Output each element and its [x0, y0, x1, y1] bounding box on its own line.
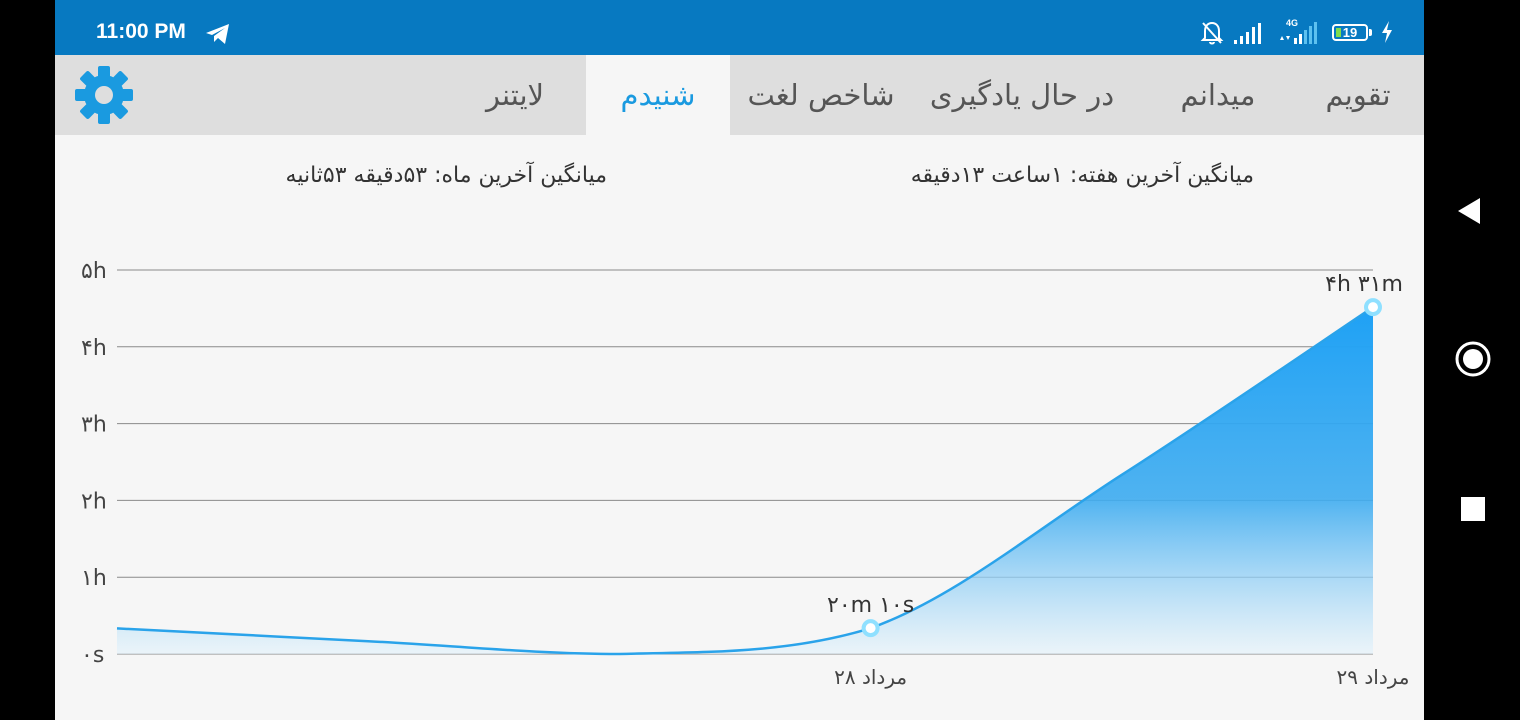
tab-heard[interactable]: شنیدم: [586, 55, 730, 135]
y-tick-label: ۳h: [81, 413, 107, 438]
x-tick-label: ۲۹ مرداد: [1337, 665, 1410, 689]
status-bar: 11:00 PM 4G: [55, 0, 1424, 55]
tab-i-know[interactable]: میدانم: [1153, 55, 1283, 135]
x-tick-label: ۲۸ مرداد: [834, 665, 907, 689]
listening-time-chart: ۰s ۱h ۲h ۳h ۴h ۵h ۲۸ مرداد ۲۹ مرداد ۲۰m ۱۰s ۴h ۳۱…: [81, 259, 1409, 689]
battery-level: 19: [1342, 25, 1358, 40]
data-point: [1364, 298, 1382, 317]
tab-label: شاخص لغت: [747, 78, 895, 112]
tab-label: شنیدم: [620, 78, 696, 112]
status-time: 11:00 PM: [96, 20, 186, 43]
tab-word-index[interactable]: شاخص لغت: [733, 55, 909, 135]
series-area: [117, 307, 1373, 654]
battery-icon: 19: [1332, 24, 1372, 41]
week-average-text: میانگین آخرین هفته: ۱ساعت ۱۳دقیقه: [910, 163, 1254, 188]
y-tick-label: ۱h: [81, 566, 107, 591]
y-tick-label: ۵h: [81, 259, 107, 284]
month-average-text: میانگین آخرین ماه: ۵۳دقیقه ۵۳ثانیه: [285, 163, 607, 188]
battery-level-fill: [1336, 28, 1341, 37]
data-point: [861, 619, 880, 638]
y-tick-label: ۰s: [81, 643, 104, 668]
tab-label: در حال یادگیری: [929, 78, 1115, 112]
signal-4g-icon: [1280, 22, 1317, 44]
signal-icon: [1234, 23, 1261, 44]
chart-label-layer: ۰s ۱h ۲h ۳h ۴h ۵h ۲۸ مرداد ۲۹ مرداد ۲۰m ۱۰s ۴h ۳۱…: [81, 259, 1409, 689]
y-tick-label: ۲h: [81, 489, 107, 514]
bell-off-icon: [1200, 21, 1224, 45]
tab-leitner[interactable]: لایتنر: [455, 55, 575, 135]
back-triangle-icon[interactable]: [1456, 196, 1482, 226]
tab-calendar[interactable]: تقویم: [1303, 55, 1413, 135]
chart-area-layer: [116, 306, 1374, 656]
home-circle-icon[interactable]: [1454, 340, 1492, 378]
recents-square-icon[interactable]: [1460, 496, 1486, 522]
tab-label: تقویم: [1325, 78, 1391, 112]
tab-label: میدانم: [1180, 78, 1256, 112]
data-point-label: ۴h ۳۱m: [1325, 272, 1403, 297]
network-type-label: 4G: [1285, 18, 1298, 28]
telegram-icon: [206, 24, 229, 44]
tab-label: لایتنر: [485, 78, 545, 112]
navigation-bar: [1424, 0, 1520, 720]
gear-icon[interactable]: [74, 65, 134, 125]
tab-bar: تقویم میدانم در حال یادگیری شاخص لغت شنی…: [55, 55, 1424, 135]
phone-screen: 11:00 PM 4G: [55, 0, 1424, 720]
y-tick-label: ۴h: [81, 336, 107, 361]
tab-learning[interactable]: در حال یادگیری: [917, 55, 1127, 135]
charging-bolt-icon: [1382, 21, 1392, 43]
data-point-label: ۲۰m ۱۰s: [827, 593, 914, 618]
series-line: [116, 306, 1374, 656]
